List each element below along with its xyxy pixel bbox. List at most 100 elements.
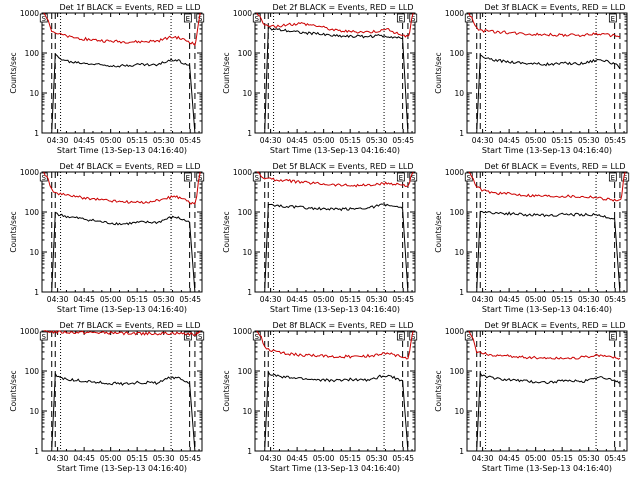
x-tick-label: 05:30 bbox=[153, 295, 175, 304]
x-tick-label: 05:00 bbox=[100, 295, 122, 304]
x-tick-label: 04:30 bbox=[472, 454, 494, 463]
y-tick-label: 1 bbox=[459, 129, 464, 138]
y-tick-label: 1 bbox=[34, 129, 39, 138]
x-tick-label: 05:45 bbox=[179, 454, 201, 463]
event-marker-label: S bbox=[623, 174, 628, 182]
series-line-events bbox=[264, 370, 409, 452]
x-tick-label: 05:15 bbox=[339, 454, 361, 463]
y-tick-label: 10 bbox=[454, 248, 464, 257]
event-marker-box bbox=[396, 331, 405, 341]
x-tick-label: 04:30 bbox=[47, 295, 69, 304]
series-line-lld bbox=[43, 171, 201, 205]
x-tick-label: 05:00 bbox=[100, 136, 122, 145]
event-marker-label: E bbox=[399, 333, 403, 341]
y-tick-label: 100 bbox=[450, 367, 465, 376]
x-tick-label: 04:45 bbox=[498, 295, 520, 304]
y-tick-label: 10 bbox=[242, 89, 252, 98]
y-axis-label: Counts/sec bbox=[222, 211, 231, 252]
x-tick-label: 05:15 bbox=[126, 295, 148, 304]
y-tick-label: 1000 bbox=[233, 9, 252, 18]
x-tick-label: 05:15 bbox=[339, 136, 361, 145]
panel-5: Det 5f BLACK = Events, RED = LLD 1 10 100 10… bbox=[222, 162, 418, 314]
event-marker-label: E bbox=[186, 15, 190, 23]
event-marker-label: S bbox=[411, 174, 416, 182]
y-tick-label: 100 bbox=[238, 367, 253, 376]
y-tick-label: 100 bbox=[450, 49, 465, 58]
panel-2: Det 2f BLACK = Events, RED = LLD 1 10 100 10… bbox=[222, 3, 418, 155]
y-tick-label: 1 bbox=[247, 447, 252, 456]
axes-frame bbox=[41, 171, 203, 293]
x-axis-label: Start Time (13-Sep-13 04:16:40) bbox=[270, 464, 400, 473]
y-tick-label: 1 bbox=[34, 288, 39, 297]
x-tick-label: 05:30 bbox=[153, 136, 175, 145]
event-marker-label: E bbox=[399, 15, 403, 23]
y-tick-label: 1000 bbox=[445, 327, 464, 336]
panel-title: Det 8f BLACK = Events, RED = LLD bbox=[272, 321, 413, 330]
series-line-lld bbox=[256, 12, 414, 38]
y-tick-label: 100 bbox=[25, 208, 40, 217]
y-tick-label: 1000 bbox=[233, 168, 252, 177]
x-tick-label: 05:45 bbox=[604, 136, 626, 145]
event-marker-box bbox=[183, 331, 192, 341]
x-tick-label: 05:45 bbox=[392, 454, 414, 463]
axes-frame bbox=[466, 12, 628, 134]
x-tick-label: 04:45 bbox=[73, 454, 95, 463]
x-tick-label: 05:30 bbox=[366, 454, 388, 463]
axes-frame bbox=[254, 12, 416, 134]
series-line-lld bbox=[468, 330, 621, 360]
x-tick-label: 05:30 bbox=[153, 454, 175, 463]
x-tick-label: 05:45 bbox=[604, 295, 626, 304]
x-tick-label: 05:00 bbox=[313, 295, 335, 304]
panel-title: Det 2f BLACK = Events, RED = LLD bbox=[272, 3, 413, 12]
x-tick-label: 05:30 bbox=[578, 136, 600, 145]
x-tick-label: 04:30 bbox=[472, 295, 494, 304]
event-marker-label: S bbox=[42, 15, 47, 23]
x-tick-label: 05:00 bbox=[313, 454, 335, 463]
panel-7: Det 7f BLACK = Events, RED = LLD 1 10 100 10… bbox=[9, 321, 205, 473]
axes-frame bbox=[254, 171, 416, 293]
x-tick-label: 04:30 bbox=[260, 454, 282, 463]
x-tick-label: 05:45 bbox=[604, 454, 626, 463]
x-tick-label: 04:45 bbox=[73, 136, 95, 145]
y-tick-label: 1 bbox=[34, 447, 39, 456]
event-marker-box bbox=[608, 13, 617, 23]
axes-frame bbox=[466, 330, 628, 452]
y-axis-label: Counts/sec bbox=[434, 370, 443, 411]
x-tick-label: 05:30 bbox=[366, 295, 388, 304]
x-tick-label: 04:45 bbox=[286, 454, 308, 463]
x-tick-label: 04:30 bbox=[472, 136, 494, 145]
x-tick-label: 04:30 bbox=[260, 136, 282, 145]
series-line-events bbox=[264, 27, 409, 134]
y-tick-label: 10 bbox=[242, 248, 252, 257]
event-marker-box bbox=[252, 172, 261, 182]
panel-title: Det 5f BLACK = Events, RED = LLD bbox=[272, 162, 413, 171]
x-axis-label: Start Time (13-Sep-13 04:16:40) bbox=[482, 464, 612, 473]
event-marker-label: S bbox=[198, 174, 203, 182]
series-line-events bbox=[51, 371, 196, 452]
x-tick-label: 05:45 bbox=[392, 295, 414, 304]
y-tick-label: 100 bbox=[25, 49, 40, 58]
panel-title: Det 3f BLACK = Events, RED = LLD bbox=[484, 3, 625, 12]
x-tick-label: 05:30 bbox=[578, 295, 600, 304]
panel-4: Det 4f BLACK = Events, RED = LLD 1 10 100 10… bbox=[9, 162, 205, 314]
event-marker-box bbox=[183, 172, 192, 182]
event-marker-box bbox=[39, 331, 48, 341]
y-tick-label: 10 bbox=[29, 248, 39, 257]
x-axis-label: Start Time (13-Sep-13 04:16:40) bbox=[482, 146, 612, 155]
x-tick-label: 05:00 bbox=[525, 454, 547, 463]
series-line-events bbox=[51, 53, 196, 134]
event-marker-label: S bbox=[255, 333, 260, 341]
panel-8: Det 8f BLACK = Events, RED = LLD 1 10 100 10… bbox=[222, 321, 418, 473]
panel-1: Det 1f BLACK = Events, RED = LLD 1 10 100 10… bbox=[9, 3, 205, 155]
event-marker-label: E bbox=[611, 15, 615, 23]
y-tick-label: 1 bbox=[459, 447, 464, 456]
event-marker-label: S bbox=[467, 15, 472, 23]
x-axis-label: Start Time (13-Sep-13 04:16:40) bbox=[57, 146, 187, 155]
axes-frame bbox=[41, 12, 203, 134]
x-tick-label: 05:45 bbox=[179, 295, 201, 304]
event-marker-label: S bbox=[411, 333, 416, 341]
y-tick-label: 1 bbox=[247, 288, 252, 297]
x-tick-label: 04:45 bbox=[286, 136, 308, 145]
axes-frame bbox=[254, 330, 416, 452]
y-tick-label: 1000 bbox=[445, 9, 464, 18]
